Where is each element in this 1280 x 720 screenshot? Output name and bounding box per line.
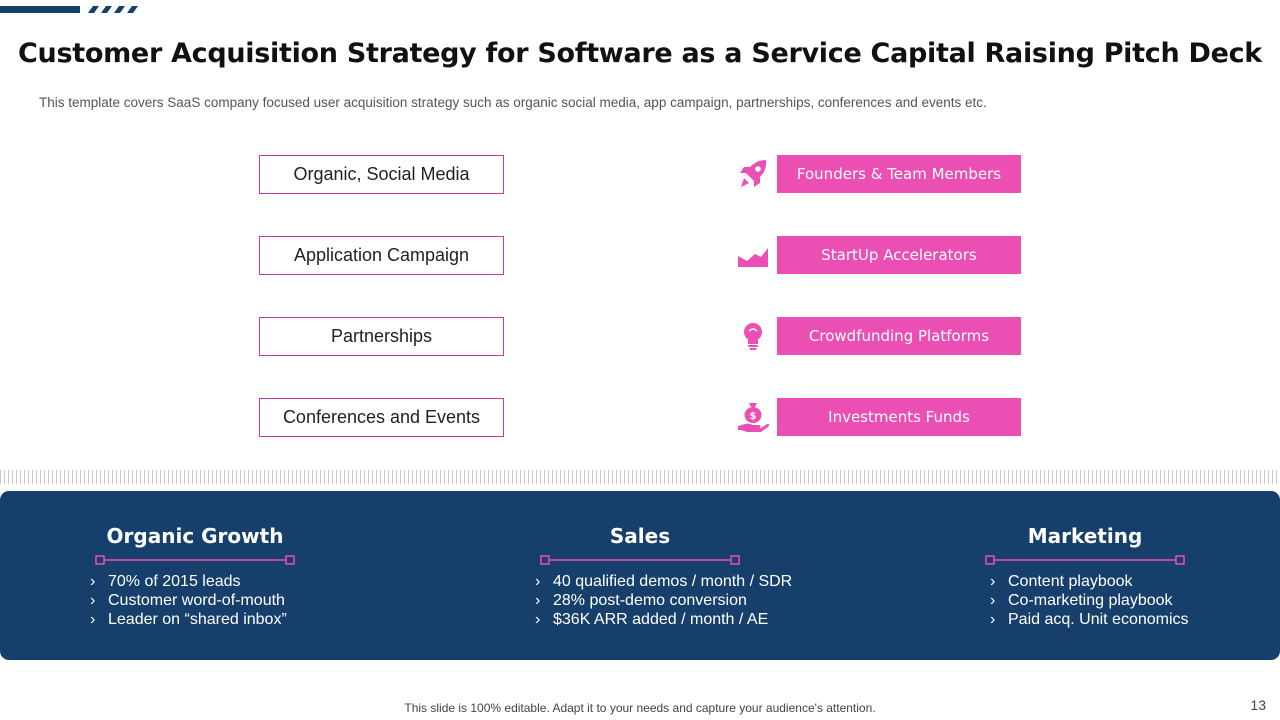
footer-note: This slide is 100% editable. Adapt it to… — [404, 701, 876, 715]
list-item: › Leader on “shared inbox” — [90, 611, 287, 628]
money-bag-hand-icon: $ — [735, 399, 771, 435]
list-item: › $36K ARR added / month / AE — [535, 611, 769, 628]
strategy-box-partnerships: Partnerships — [259, 317, 504, 356]
svg-text:$: $ — [750, 411, 757, 422]
bullet-list: › Content playbook › Co-marketing playbook… — [990, 572, 1189, 629]
column-divider — [540, 555, 740, 565]
top-accent-stripes — [0, 0, 140, 13]
column-title: Sales — [609, 524, 671, 548]
column-organic-growth: Organic Growth › 70% of 2015 leads › Custo… — [15, 491, 375, 660]
list-item: › Content playbook — [990, 573, 1133, 590]
hatched-separator — [0, 470, 1280, 484]
funding-box-crowdfunding: Crowdfunding Platforms — [777, 317, 1021, 355]
slide-subtitle: This template covers SaaS company focuse… — [39, 95, 987, 110]
bullet-list: › 40 qualified demos / month / SDR › 28% p… — [535, 572, 792, 629]
growth-chart-icon — [735, 237, 771, 273]
strategy-box-organic-social: Organic, Social Media — [259, 155, 504, 194]
column-title: Marketing — [1027, 524, 1143, 548]
column-divider — [985, 555, 1185, 565]
column-title: Organic Growth — [106, 524, 284, 548]
rocket-icon — [735, 156, 771, 192]
metrics-panel: Organic Growth › 70% of 2015 leads › Custo… — [0, 491, 1280, 660]
list-item: › Customer word-of-mouth — [90, 592, 285, 609]
list-item: › 40 qualified demos / month / SDR — [535, 573, 793, 590]
funding-box-investment-funds: Investments Funds — [777, 398, 1021, 436]
column-divider — [95, 555, 295, 565]
list-item: › 70% of 2015 leads — [90, 573, 241, 590]
bullet-list: › 70% of 2015 leads › Customer word-of-mou… — [90, 572, 287, 629]
column-marketing: Marketing › Content playbook › Co-marketin… — [905, 491, 1265, 660]
lightbulb-icon — [735, 318, 771, 354]
strategy-box-application-campaign: Application Campaign — [259, 236, 504, 275]
list-item: › Co-marketing playbook — [990, 592, 1173, 609]
list-item: › Paid acq. Unit economics — [990, 611, 1189, 628]
slide-title: Customer Acquisition Strategy for Softwa… — [18, 38, 1262, 69]
page-number: 13 — [1250, 697, 1266, 713]
column-sales: Sales › 40 qualified demos / month / SDR … — [460, 491, 820, 660]
funding-box-founders-team: Founders & Team Members — [777, 155, 1021, 193]
list-item: › 28% post-demo conversion — [535, 592, 747, 609]
funding-box-startup-accelerators: StartUp Accelerators — [777, 236, 1021, 274]
strategy-box-conferences-events: Conferences and Events — [259, 398, 504, 437]
